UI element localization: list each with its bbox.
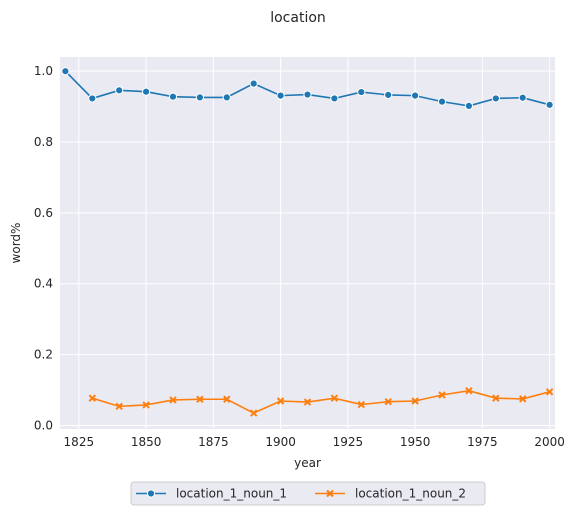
x-tick-label: 2000 [534, 435, 565, 449]
data-point [250, 80, 257, 87]
data-point [492, 95, 499, 102]
data-point [147, 490, 154, 497]
data-point [142, 88, 149, 95]
x-axis-label: year [294, 456, 321, 470]
data-point [385, 91, 392, 98]
x-tick-label: 1925 [333, 435, 364, 449]
y-axis-ticks: 0.0 0.2 0.4 0.6 0.8 1.0 [34, 64, 53, 432]
chart-title: location [270, 10, 326, 26]
data-point [196, 94, 203, 101]
y-tick-label: 1.0 [34, 64, 53, 78]
x-tick-label: 1975 [467, 435, 498, 449]
y-tick-label: 0.8 [34, 135, 53, 149]
legend-label: location_1_noun_2 [355, 487, 466, 501]
x-axis-ticks: 1825 1850 1875 1900 1925 1950 1975 2000 [64, 435, 565, 449]
plot-area [60, 57, 555, 429]
data-point [169, 93, 176, 100]
data-point [304, 91, 311, 98]
x-tick-label: 1825 [64, 435, 95, 449]
y-tick-label: 0.2 [34, 348, 53, 362]
data-point [465, 102, 472, 109]
y-tick-label: 0.4 [34, 277, 53, 291]
y-axis-label: word% [9, 223, 23, 264]
data-point [277, 92, 284, 99]
data-point [62, 68, 69, 75]
x-tick-label: 1900 [265, 435, 296, 449]
data-point [546, 101, 553, 108]
data-point [223, 94, 230, 101]
data-point [519, 94, 526, 101]
data-point [358, 88, 365, 95]
x-tick-label: 1875 [198, 435, 229, 449]
data-point [89, 95, 96, 102]
data-point [438, 98, 445, 105]
y-tick-label: 0.0 [34, 418, 53, 432]
legend: location_1_noun_1 location_1_noun_2 [131, 482, 485, 505]
legend-label: location_1_noun_1 [176, 487, 287, 501]
data-point [331, 95, 338, 102]
x-tick-label: 1950 [400, 435, 431, 449]
y-tick-label: 0.6 [34, 206, 53, 220]
data-point [412, 92, 419, 99]
data-point [116, 87, 123, 94]
x-tick-label: 1850 [131, 435, 162, 449]
